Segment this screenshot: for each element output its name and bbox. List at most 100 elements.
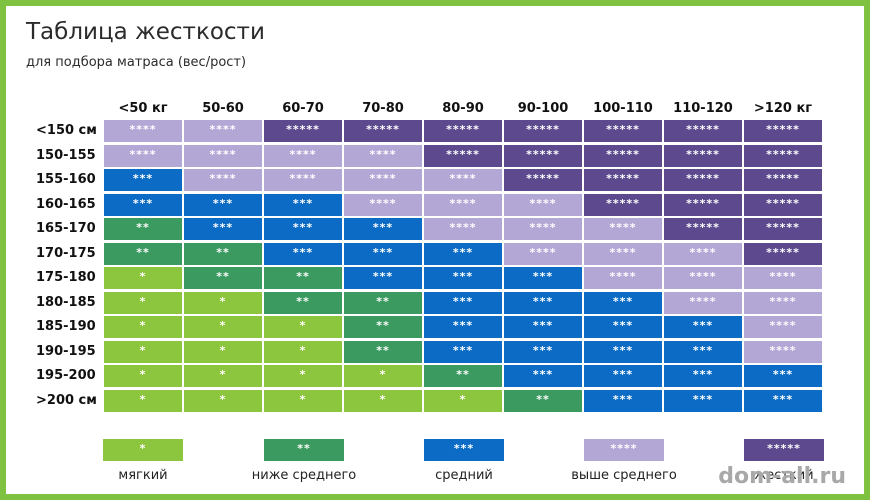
heatmap-cell: **** [344, 144, 422, 167]
heatmap-cell: ** [104, 218, 182, 240]
heatmap-cell: *** [344, 218, 422, 240]
column-header: 50-60 [202, 101, 244, 116]
heatmap-cell: **** [424, 193, 502, 216]
heatmap-cell: *** [664, 340, 742, 363]
column-header: <50 кг [118, 101, 168, 116]
legend-label: жесткий [754, 468, 814, 483]
column-header: 110-120 [673, 101, 733, 116]
heatmap-cell: * [104, 365, 182, 387]
heatmap-cell: * [184, 291, 262, 314]
heatmap-cell: *** [344, 267, 422, 289]
heatmap-cell: * [104, 340, 182, 363]
heatmap-cell: *** [344, 242, 422, 265]
heatmap-cell: ** [264, 267, 342, 289]
heatmap-cell: **** [744, 291, 822, 314]
heatmap-cell: *** [504, 291, 582, 314]
heatmap-cell: **** [344, 169, 422, 191]
heatmap-cell: *** [664, 316, 742, 338]
legend-label: выше среднего [571, 468, 677, 483]
heatmap-cell: **** [264, 169, 342, 191]
column-header: 100-110 [593, 101, 653, 116]
heatmap-cell: ***** [744, 193, 822, 216]
heatmap-cell: * [184, 316, 262, 338]
heatmap-cell: **** [104, 144, 182, 167]
heatmap-cell: *** [744, 365, 822, 387]
heatmap-cell: * [104, 267, 182, 289]
heatmap-cell: ***** [344, 120, 422, 142]
heatmap-cell: *** [584, 389, 662, 412]
chart-subtitle: для подбора матраса (вес/рост) [26, 55, 247, 70]
heatmap-cell: *** [264, 242, 342, 265]
row-header: 195-200 [36, 368, 96, 383]
heatmap-cell: ***** [744, 242, 822, 265]
heatmap-cell: * [264, 389, 342, 412]
heatmap-cell: *** [584, 340, 662, 363]
heatmap-cell: *** [504, 267, 582, 289]
heatmap-cell: ** [184, 242, 262, 265]
heatmap-cell: ** [264, 291, 342, 314]
heatmap-cell: * [264, 365, 342, 387]
heatmap-cell: ** [424, 365, 502, 387]
row-header: 150-155 [36, 147, 96, 163]
heatmap-cell: * [344, 365, 422, 387]
heatmap-cell: ***** [584, 120, 662, 142]
heatmap-cell: ***** [504, 120, 582, 142]
legend-label: мягкий [118, 468, 168, 483]
heatmap-cell: ***** [744, 169, 822, 191]
heatmap-cell: ***** [504, 169, 582, 191]
heatmap-cell: ***** [664, 120, 742, 142]
heatmap-cell: ** [504, 389, 582, 412]
column-header: >120 кг [753, 101, 813, 116]
heatmap-cell: **** [104, 120, 182, 142]
heatmap-cell: *** [184, 193, 262, 216]
heatmap-cell: * [264, 340, 342, 363]
heatmap-cell: ***** [664, 169, 742, 191]
legend-label: средний [435, 468, 493, 483]
heatmap-cell: *** [424, 316, 502, 338]
legend-swatch: ***** [744, 439, 824, 461]
heatmap-cell: **** [664, 242, 742, 265]
row-header: 190-195 [36, 343, 96, 359]
chart-title: Таблица жесткости [26, 19, 265, 45]
heatmap-cell: ** [344, 291, 422, 314]
heatmap-cell: **** [424, 218, 502, 240]
heatmap-cell: **** [584, 218, 662, 240]
heatmap-cell: ***** [584, 193, 662, 216]
heatmap-cell: *** [184, 218, 262, 240]
heatmap-cell: *** [744, 389, 822, 412]
row-header: 170-175 [36, 245, 96, 261]
heatmap-cell: ** [344, 316, 422, 338]
heatmap-cell: ***** [424, 144, 502, 167]
heatmap-cell: ***** [424, 120, 502, 142]
row-header: 155-160 [36, 172, 96, 187]
row-header: 165-170 [36, 221, 96, 236]
heatmap-cell: *** [424, 267, 502, 289]
heatmap-cell: ***** [584, 169, 662, 191]
heatmap-cell: * [104, 316, 182, 338]
heatmap-cell: * [104, 389, 182, 412]
heatmap-cell: *** [424, 340, 502, 363]
heatmap-cell: * [424, 389, 502, 412]
heatmap-cell: ** [104, 242, 182, 265]
column-header: 60-70 [282, 101, 324, 116]
column-header: 80-90 [442, 101, 484, 116]
heatmap-cell: ***** [584, 144, 662, 167]
heatmap-cell: ***** [744, 120, 822, 142]
heatmap-cell: *** [424, 242, 502, 265]
heatmap-cell: **** [744, 316, 822, 338]
row-header: 180-185 [36, 294, 96, 310]
heatmap-cell: **** [744, 267, 822, 289]
heatmap-cell: * [184, 389, 262, 412]
heatmap-cell: *** [504, 365, 582, 387]
heatmap-cell: **** [504, 218, 582, 240]
column-header: 90-100 [517, 101, 569, 116]
heatmap-cell: **** [584, 267, 662, 289]
heatmap-cell: **** [664, 291, 742, 314]
legend-swatch: **** [584, 439, 664, 461]
heatmap-cell: ***** [504, 144, 582, 167]
heatmap-cell: * [104, 291, 182, 314]
column-header: 70-80 [362, 101, 404, 116]
heatmap-cell: **** [264, 144, 342, 167]
heatmap-cell: *** [584, 365, 662, 387]
heatmap-cell: *** [104, 169, 182, 191]
